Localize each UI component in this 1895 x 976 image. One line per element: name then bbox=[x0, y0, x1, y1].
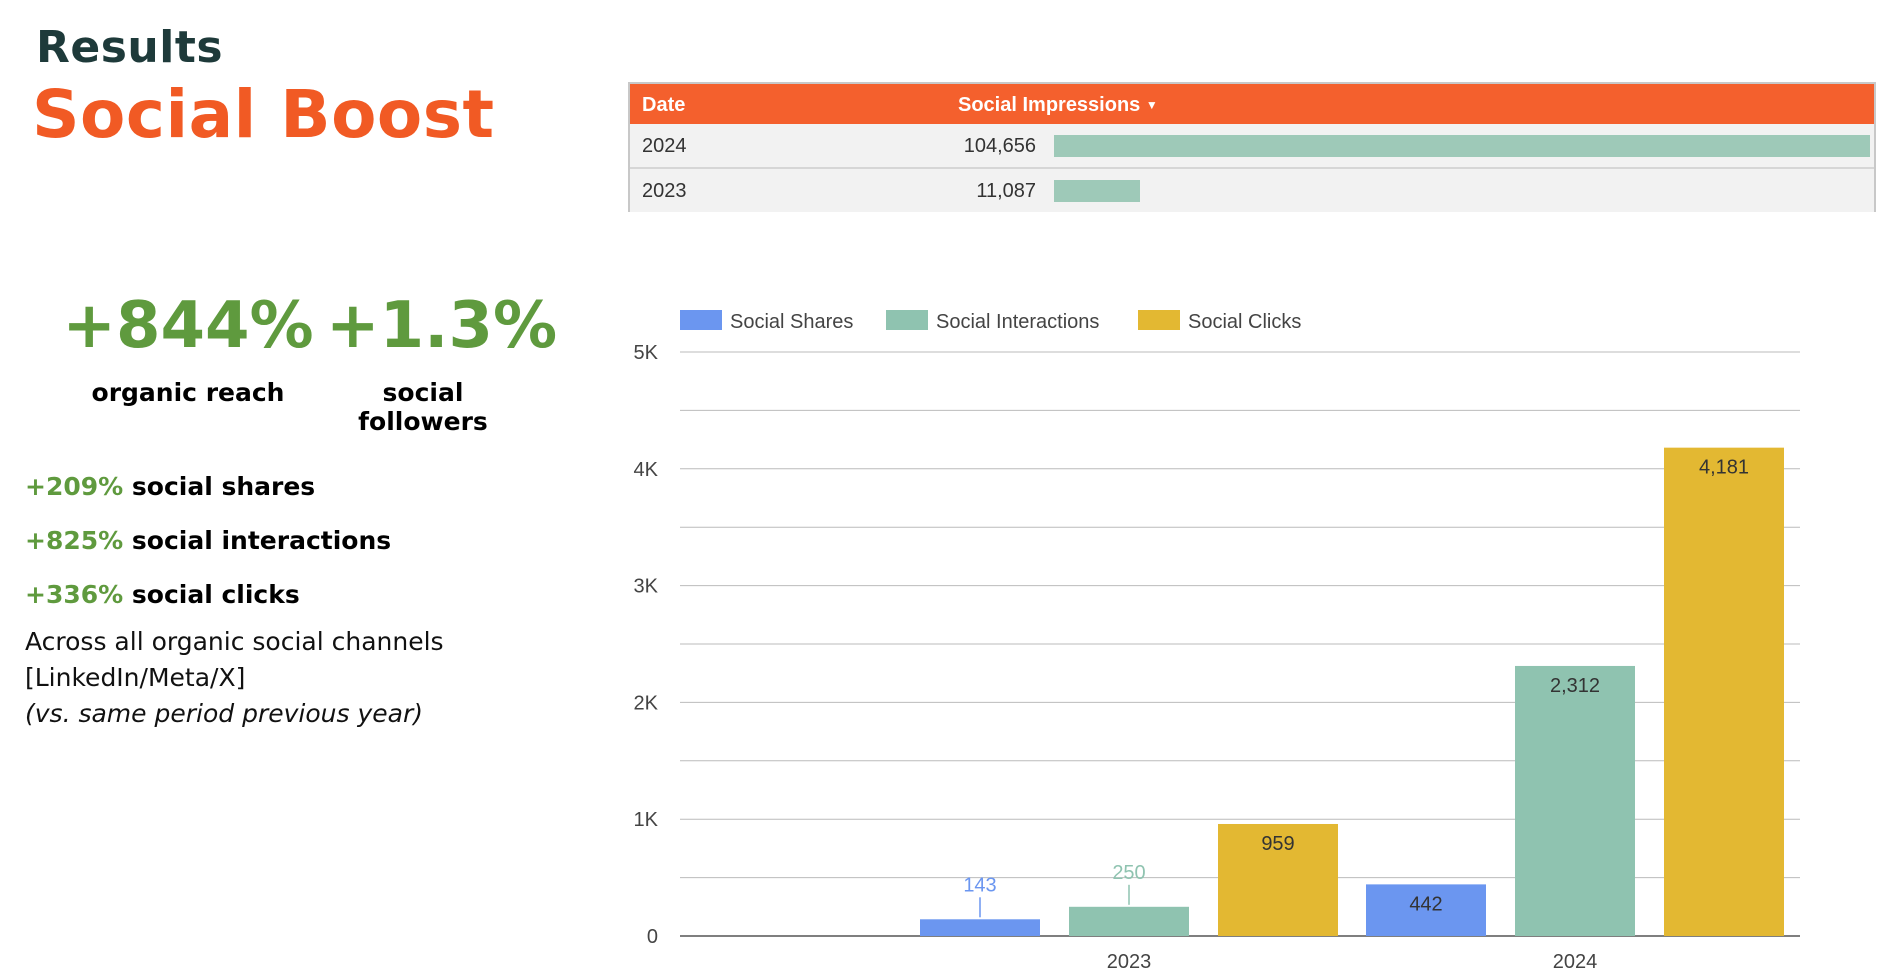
y-tick-label: 2K bbox=[634, 692, 659, 714]
chart-bar bbox=[1515, 665, 1635, 936]
legend-swatch bbox=[1138, 310, 1180, 330]
metric-label: social shares bbox=[123, 472, 316, 501]
footnote: Across all organic social channels [Link… bbox=[25, 624, 444, 732]
column-header-date[interactable]: Date bbox=[642, 94, 686, 116]
metric-label: social clicks bbox=[123, 580, 300, 609]
data-label: 959 bbox=[1261, 833, 1294, 855]
page-title: Social Boost bbox=[32, 76, 495, 153]
kpi-value: +844% bbox=[62, 289, 314, 363]
kpi-label: organic reach bbox=[91, 378, 285, 407]
legend-swatch bbox=[680, 310, 722, 330]
y-tick-label: 4K bbox=[634, 459, 659, 481]
data-label: 250 bbox=[1112, 862, 1145, 884]
metric-label: social interactions bbox=[123, 526, 392, 555]
data-label: 143 bbox=[963, 874, 996, 896]
row-bar bbox=[1054, 135, 1870, 157]
footnote-line: [LinkedIn/Meta/X] bbox=[25, 663, 246, 692]
y-tick-label: 0 bbox=[647, 926, 658, 948]
data-label: 2,312 bbox=[1550, 675, 1600, 697]
chart-bar bbox=[920, 919, 1040, 936]
table-row: 2023 11,087 bbox=[630, 169, 1874, 212]
results-label: Results bbox=[36, 22, 224, 73]
footnote-line: Across all organic social channels bbox=[25, 627, 444, 656]
row-date: 2024 bbox=[642, 135, 687, 157]
sort-desc-icon: ▼ bbox=[1145, 98, 1158, 112]
metric-pct: +825% bbox=[25, 526, 124, 555]
column-header-social-impressions[interactable]: Social Impressions ▼ bbox=[958, 94, 1158, 117]
chart-bar bbox=[1664, 447, 1784, 936]
x-tick-label: 2023 bbox=[1107, 951, 1152, 973]
row-bar bbox=[1054, 180, 1141, 202]
column-header-label: Social Impressions bbox=[958, 94, 1141, 116]
table-header: Date Social Impressions ▼ bbox=[630, 84, 1874, 124]
kpi-organic-reach: +844% organic reach bbox=[62, 294, 314, 407]
row-value: 104,656 bbox=[963, 135, 1036, 157]
footnote-line: (vs. same period previous year) bbox=[25, 699, 423, 728]
legend-label: Social Shares bbox=[730, 311, 853, 333]
legend-label: Social Clicks bbox=[1188, 311, 1301, 333]
chart-bar bbox=[1069, 906, 1189, 936]
kpi-value: +1.3% bbox=[326, 289, 558, 363]
data-label: 442 bbox=[1409, 893, 1442, 915]
bar-chart: 0 1K 2K 3K 4K 5K Social Shares Social Interacti… bbox=[634, 310, 1800, 973]
x-tick-label: 2024 bbox=[1553, 951, 1598, 973]
metric-social-shares: +209% social shares bbox=[25, 472, 315, 501]
legend-label: Social Interactions bbox=[936, 311, 1099, 333]
metric-social-clicks: +336% social clicks bbox=[25, 580, 300, 609]
y-tick-label: 1K bbox=[634, 809, 659, 831]
y-tick-label: 3K bbox=[634, 576, 659, 598]
y-tick-label: 5K bbox=[634, 342, 659, 364]
data-label: 4,181 bbox=[1699, 457, 1749, 479]
chart-bar bbox=[1366, 884, 1486, 936]
metric-pct: +336% bbox=[25, 580, 124, 609]
legend-swatch bbox=[886, 310, 928, 330]
row-date: 2023 bbox=[642, 180, 687, 202]
chart-bar bbox=[1218, 823, 1338, 936]
row-value: 11,087 bbox=[976, 180, 1036, 202]
metric-social-interactions: +825% social interactions bbox=[25, 526, 391, 555]
table-row: 2024 104,656 bbox=[630, 124, 1874, 169]
kpi-label: social followers bbox=[358, 378, 488, 436]
kpi-social-followers: +1.3% social followers bbox=[326, 289, 558, 436]
impressions-table: Date Social Impressions ▼ 2024 104,656 2… bbox=[628, 82, 1876, 212]
metric-pct: +209% bbox=[25, 472, 124, 501]
